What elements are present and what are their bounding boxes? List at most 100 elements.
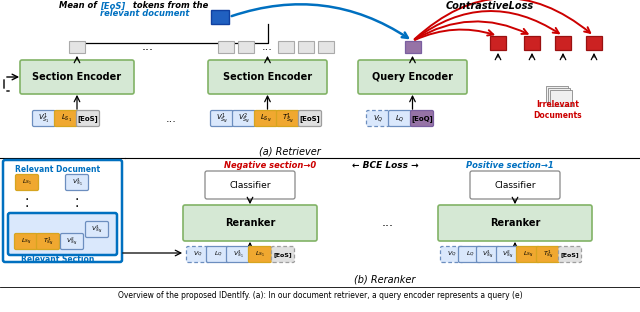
Bar [278,41,294,53]
Bar [546,86,568,102]
Text: $V^1_{S_N}$: $V^1_{S_N}$ [92,224,102,235]
Text: [EoS]: [EoS] [274,252,292,257]
FancyBboxPatch shape [186,246,209,262]
Text: ...: ... [262,42,273,52]
Text: ·: · [75,200,79,214]
Text: $T^1_{S_N}$: $T^1_{S_N}$ [543,249,554,260]
FancyBboxPatch shape [211,110,234,126]
Text: $V^1_{S_1}$: $V^1_{S_1}$ [72,177,83,188]
FancyBboxPatch shape [255,110,278,126]
Bar [298,41,314,53]
FancyBboxPatch shape [470,171,560,199]
Text: $L_{S_1}$: $L_{S_1}$ [22,178,32,187]
Text: ← BCE Loss →: ← BCE Loss → [352,160,419,169]
FancyBboxPatch shape [86,222,109,237]
Bar [548,88,570,104]
FancyBboxPatch shape [20,60,134,94]
FancyBboxPatch shape [276,110,300,126]
Bar [490,36,506,50]
FancyBboxPatch shape [298,110,321,126]
Text: [EoS]: [EoS] [561,252,579,257]
Text: Overview of the proposed IDentIfy. (a): In our document retriever, a query encod: Overview of the proposed IDentIfy. (a): … [118,291,522,300]
Text: ...: ... [166,114,177,124]
Text: ...: ... [382,217,394,230]
FancyBboxPatch shape [477,246,499,262]
Bar [555,36,571,50]
Text: $L_{S_N}$: $L_{S_N}$ [260,113,272,124]
Text: ·: · [25,200,29,214]
Text: $L_Q$: $L_Q$ [466,250,474,259]
Text: $L_{S_1}$: $L_{S_1}$ [61,113,72,124]
Text: tokens from the: tokens from the [130,2,208,11]
Text: Section Encoder: Section Encoder [33,72,122,82]
Text: $T^1_{S_N}$: $T^1_{S_N}$ [282,111,294,125]
Text: $L_{S_N}$: $L_{S_N}$ [20,237,31,246]
FancyBboxPatch shape [559,246,582,262]
Text: Negative section→0: Negative section→0 [224,160,316,169]
FancyBboxPatch shape [77,110,99,126]
Bar [318,41,334,53]
FancyBboxPatch shape [36,233,60,250]
FancyBboxPatch shape [207,246,230,262]
FancyBboxPatch shape [458,246,481,262]
Text: $V_Q$: $V_Q$ [447,250,457,259]
Text: Query Encoder: Query Encoder [372,72,453,82]
Bar [550,90,572,106]
FancyBboxPatch shape [497,246,520,262]
Bar [586,36,602,50]
FancyBboxPatch shape [536,246,559,262]
Text: $T^1_{S_N}$: $T^1_{S_N}$ [43,236,53,247]
FancyBboxPatch shape [516,246,540,262]
Text: $V^1_{S_N}$: $V^1_{S_N}$ [483,249,493,260]
Text: Relevant Document: Relevant Document [15,164,100,173]
Text: relevant document: relevant document [100,9,189,18]
Text: Classifier: Classifier [229,181,271,189]
Text: $L_{S_N}$: $L_{S_N}$ [523,250,533,259]
Text: Irrelevant
Documents: Irrelevant Documents [534,100,582,120]
Text: $L_{S_1}$: $L_{S_1}$ [255,250,265,259]
Text: $V^1_{S_1}$: $V^1_{S_1}$ [38,111,50,125]
Text: Positive section→1: Positive section→1 [466,160,554,169]
Text: (a) Retriever: (a) Retriever [259,147,321,157]
FancyBboxPatch shape [15,233,38,250]
Text: [EoS]: [EoS] [100,2,125,11]
FancyBboxPatch shape [8,213,117,255]
Text: $V_Q$: $V_Q$ [193,250,203,259]
Text: $V_Q$: $V_Q$ [372,113,383,124]
FancyBboxPatch shape [248,246,271,262]
FancyBboxPatch shape [61,233,83,250]
FancyBboxPatch shape [208,60,327,94]
Text: ·: · [25,193,29,207]
FancyBboxPatch shape [227,246,250,262]
FancyBboxPatch shape [33,110,56,126]
Text: (b) Reranker: (b) Reranker [355,275,416,285]
FancyBboxPatch shape [232,110,255,126]
Text: Mean of: Mean of [60,2,100,11]
Bar [524,36,540,50]
Text: Relevant Section: Relevant Section [21,255,94,264]
FancyBboxPatch shape [183,205,317,241]
FancyBboxPatch shape [3,160,122,262]
Text: $V^2_{S_N}$: $V^2_{S_N}$ [502,249,514,260]
Text: Reranker: Reranker [225,218,275,228]
FancyBboxPatch shape [205,171,295,199]
Bar [218,41,234,53]
Text: $L_Q$: $L_Q$ [214,250,222,259]
FancyBboxPatch shape [65,174,88,191]
Text: $V^1_{S_N}$: $V^1_{S_N}$ [216,111,228,125]
FancyBboxPatch shape [367,110,390,126]
Text: Reranker: Reranker [490,218,540,228]
Text: [EoS]: [EoS] [300,115,321,122]
Bar [211,10,229,24]
Bar [69,41,85,53]
Text: ...: ... [142,41,154,53]
FancyBboxPatch shape [358,60,467,94]
FancyBboxPatch shape [388,110,412,126]
Text: Section Encoder: Section Encoder [223,72,312,82]
Text: $V^2_{S_N}$: $V^2_{S_N}$ [67,236,77,247]
FancyBboxPatch shape [271,246,294,262]
FancyBboxPatch shape [15,174,38,191]
Text: ·: · [75,193,79,207]
Bar [238,41,254,53]
Text: [EoS]: [EoS] [77,115,99,122]
